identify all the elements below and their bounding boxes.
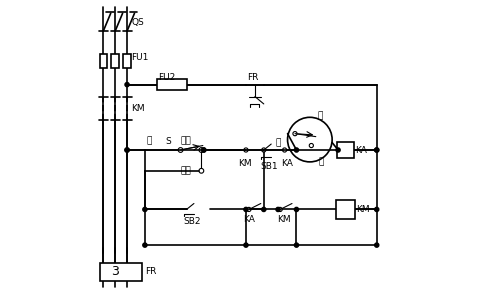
Text: QS: QS <box>132 18 144 27</box>
Text: KM: KM <box>132 104 145 113</box>
Bar <box>100 263 142 281</box>
Circle shape <box>262 207 266 212</box>
Text: KM: KM <box>356 205 370 214</box>
Text: 自动: 自动 <box>180 136 192 146</box>
Circle shape <box>375 243 379 247</box>
Text: KM: KM <box>239 159 252 168</box>
Text: FU2: FU2 <box>158 73 176 82</box>
Circle shape <box>276 207 280 212</box>
Bar <box>99 54 107 68</box>
Circle shape <box>143 243 147 247</box>
Text: 高: 高 <box>317 111 323 120</box>
Text: 中: 中 <box>276 138 281 147</box>
Circle shape <box>125 148 129 152</box>
Text: 低: 低 <box>319 158 324 166</box>
Text: KA: KA <box>282 159 293 168</box>
Text: KM: KM <box>277 215 291 224</box>
Circle shape <box>143 207 147 212</box>
Circle shape <box>202 148 206 152</box>
Circle shape <box>375 148 379 152</box>
Bar <box>157 79 187 90</box>
Text: 中: 中 <box>146 136 152 146</box>
Bar <box>336 200 355 219</box>
Circle shape <box>294 243 299 247</box>
Text: 手动: 手动 <box>180 166 192 175</box>
Text: S: S <box>166 136 171 146</box>
Text: 3: 3 <box>111 266 119 278</box>
Circle shape <box>125 82 129 87</box>
Text: SB1: SB1 <box>261 162 278 171</box>
Bar <box>123 54 131 68</box>
Circle shape <box>244 207 248 212</box>
Circle shape <box>375 148 379 152</box>
Circle shape <box>202 148 206 152</box>
Text: KA: KA <box>243 215 255 224</box>
Text: SB2: SB2 <box>183 217 201 226</box>
Circle shape <box>336 148 340 152</box>
Circle shape <box>294 148 299 152</box>
Circle shape <box>125 148 129 152</box>
Circle shape <box>294 207 299 212</box>
Circle shape <box>244 243 248 247</box>
Text: FR: FR <box>247 73 259 82</box>
Bar <box>111 54 119 68</box>
Text: FU1: FU1 <box>132 53 149 62</box>
Text: FR: FR <box>145 267 156 276</box>
Bar <box>337 142 354 158</box>
Text: KA: KA <box>355 146 367 154</box>
Circle shape <box>375 207 379 212</box>
